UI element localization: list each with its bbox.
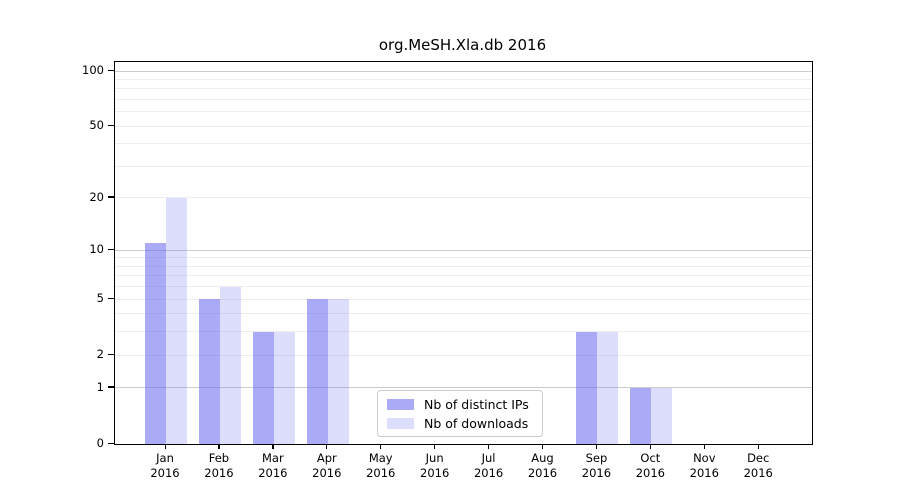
bar-feb-downloads	[219, 286, 241, 444]
x-tick-label-apr: Apr 2016	[312, 451, 342, 480]
y-tick-mark	[108, 248, 114, 250]
gridline-60	[115, 111, 812, 113]
y-tick-label-10: 10	[89, 242, 104, 257]
y-tick-mark	[108, 196, 114, 198]
y-tick-label-100: 100	[82, 63, 104, 77]
x-tick-mark	[703, 444, 705, 449]
gridline-8	[115, 265, 812, 267]
bar-oct-distinct-ips	[630, 388, 652, 444]
x-tick-label-feb: Feb 2016	[204, 451, 234, 480]
gridline-100	[115, 70, 812, 72]
x-tick-mark	[326, 444, 328, 449]
x-tick-mark	[649, 444, 652, 449]
bar-apr-distinct-ips	[306, 299, 328, 444]
y-tick-label-50: 50	[89, 118, 104, 133]
y-tick-label-5: 5	[96, 291, 104, 306]
x-tick-label-oct: Oct 2016	[635, 451, 665, 480]
x-tick-mark	[542, 444, 544, 449]
y-tick-label-1: 1	[96, 379, 104, 394]
gridline-1	[115, 387, 812, 389]
gridline-4	[115, 313, 812, 315]
y-tick-mark	[108, 69, 114, 71]
x-tick-mark	[218, 444, 220, 449]
legend-label-downloads: Nb of downloads	[424, 416, 529, 431]
y-tick-mark	[108, 386, 114, 388]
bar-mar-downloads	[273, 332, 295, 444]
gridline-80	[115, 88, 812, 90]
y-tick-label-2: 2	[96, 347, 104, 362]
x-tick-mark	[757, 444, 759, 449]
bar-feb-distinct-ips	[198, 299, 220, 444]
y-tick-mark	[108, 353, 114, 355]
gridline-3	[115, 331, 812, 333]
x-tick-label-dec: Dec 2016	[743, 451, 773, 480]
gridline-9	[115, 257, 812, 259]
gridline-10	[115, 249, 812, 251]
x-tick-label-jan: Jan 2016	[150, 451, 180, 480]
x-tick-label-mar: Mar 2016	[258, 451, 288, 480]
gridline-90	[115, 78, 812, 80]
gridline-6	[115, 286, 812, 288]
gridline-2	[115, 354, 812, 356]
x-tick-label-jul: Jul 2016	[473, 451, 504, 480]
gridline-7	[115, 275, 812, 277]
plot-area	[114, 61, 813, 445]
gridline-40	[115, 143, 812, 145]
bar-mar-distinct-ips	[252, 332, 274, 444]
bar-oct-downloads	[651, 388, 673, 444]
legend: Nb of distinct IPs Nb of downloads	[377, 390, 543, 437]
bar-sep-downloads	[597, 332, 619, 444]
gridline-70	[115, 99, 812, 100]
x-tick-label-nov: Nov 2016	[689, 451, 719, 480]
y-tick-mark	[108, 442, 114, 444]
bar-sep-distinct-ips	[576, 332, 598, 444]
y-tick-label-0: 0	[96, 436, 104, 450]
x-tick-mark	[164, 444, 166, 449]
gridline-20	[115, 197, 812, 199]
legend-swatch-downloads	[387, 418, 414, 429]
x-tick-mark	[595, 444, 598, 449]
legend-item-downloads: Nb of downloads	[387, 416, 533, 431]
x-tick-label-may: May 2016	[366, 451, 396, 480]
legend-swatch-distinct-ips	[387, 399, 414, 410]
bar-apr-downloads	[327, 299, 349, 444]
y-tick-mark	[108, 124, 114, 126]
x-tick-mark	[380, 444, 382, 449]
gridline-30	[115, 165, 812, 167]
gridline-5	[115, 298, 812, 300]
bar-jan-downloads	[166, 197, 187, 444]
y-tick-mark	[108, 297, 114, 299]
x-tick-label-sep: Sep 2016	[581, 451, 612, 480]
y-tick-label-20: 20	[89, 189, 104, 204]
x-tick-label-aug: Aug 2016	[527, 451, 558, 480]
x-tick-mark	[272, 444, 274, 449]
x-tick-label-jun: Jun 2016	[420, 451, 450, 480]
legend-label-distinct-ips: Nb of distinct IPs	[424, 397, 529, 412]
x-tick-mark	[434, 444, 436, 449]
x-tick-mark	[488, 444, 490, 449]
chart-title: org.MeSH.Xla.db 2016	[378, 36, 547, 54]
legend-item-distinct-ips: Nb of distinct IPs	[387, 397, 533, 412]
gridline-50	[115, 125, 812, 127]
bar-jan-distinct-ips	[145, 243, 166, 444]
